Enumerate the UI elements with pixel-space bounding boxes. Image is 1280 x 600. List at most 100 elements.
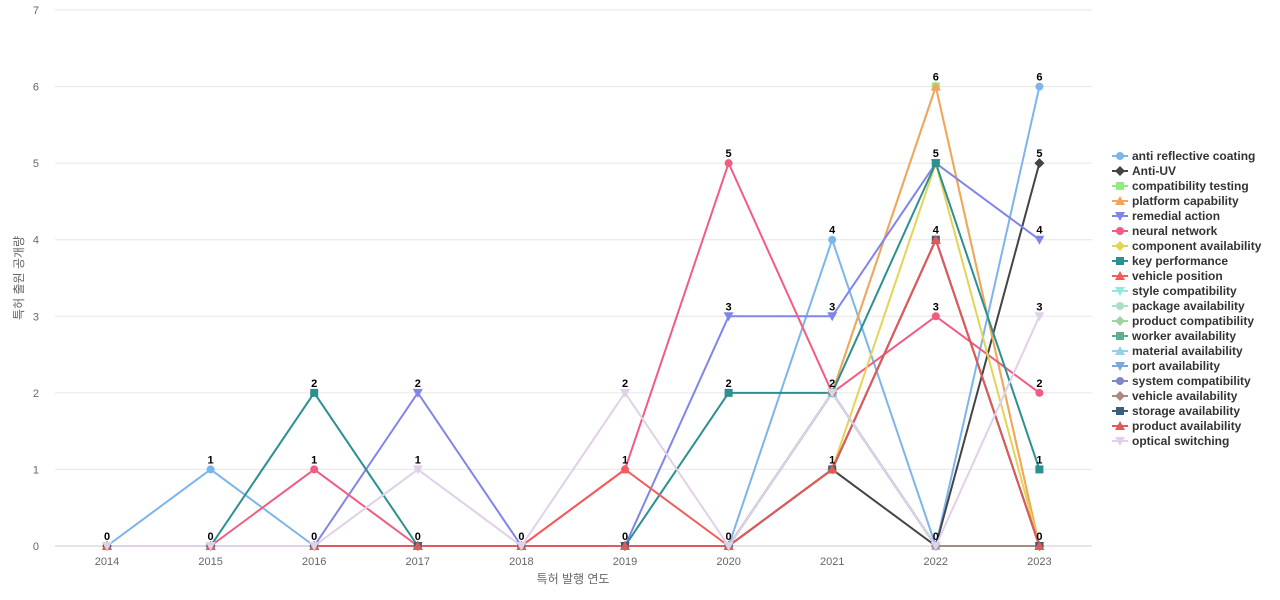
data-point bbox=[516, 542, 527, 551]
data-point bbox=[931, 159, 940, 168]
legend-label: vehicle position bbox=[1132, 269, 1223, 283]
data-point bbox=[724, 159, 733, 168]
x-tick-label: 2015 bbox=[198, 556, 222, 568]
y-tick-label: 0 bbox=[33, 541, 39, 553]
data-point bbox=[1035, 388, 1044, 397]
data-label: 0 bbox=[415, 531, 421, 543]
x-tick-label: 2017 bbox=[406, 556, 430, 568]
legend-swatch-marker bbox=[1116, 257, 1124, 265]
grid-lines bbox=[55, 9, 1092, 547]
data-label: 3 bbox=[1036, 301, 1042, 313]
legend-item[interactable]: vehicle availability bbox=[1112, 389, 1238, 403]
data-point bbox=[931, 312, 940, 321]
data-label: 1 bbox=[622, 454, 628, 466]
legend-swatch-marker bbox=[1116, 302, 1124, 310]
data-point bbox=[309, 542, 320, 551]
legend-item[interactable]: anti reflective coating bbox=[1112, 149, 1255, 163]
data-point bbox=[620, 388, 630, 398]
data-point bbox=[310, 388, 319, 397]
x-tick-label: 2023 bbox=[1027, 556, 1051, 568]
legend-swatch-marker bbox=[1116, 377, 1124, 385]
legend-item[interactable]: style compatibility bbox=[1112, 284, 1237, 298]
legend-item[interactable]: package availability bbox=[1112, 299, 1245, 313]
data-point bbox=[205, 542, 216, 551]
legend-swatch-marker bbox=[1115, 287, 1125, 296]
legend-item[interactable]: compatibility testing bbox=[1112, 179, 1249, 193]
legend-item[interactable]: component availability bbox=[1112, 239, 1262, 253]
legend-swatch-marker bbox=[1116, 227, 1124, 235]
data-label: 5 bbox=[1036, 148, 1042, 160]
legend-label: neural network bbox=[1132, 224, 1218, 238]
series-line bbox=[107, 162, 1041, 547]
data-label: 5 bbox=[726, 148, 732, 160]
data-point bbox=[723, 312, 734, 322]
data-point bbox=[412, 388, 423, 398]
data-point bbox=[102, 542, 112, 551]
legend-swatch-marker bbox=[1116, 407, 1124, 415]
series-lines bbox=[106, 85, 1041, 547]
data-point bbox=[930, 234, 941, 244]
data-point bbox=[620, 464, 630, 474]
legend-item[interactable]: optical switching bbox=[1112, 434, 1229, 448]
legend-item[interactable]: product compatibility bbox=[1112, 314, 1254, 328]
legend-swatch-marker bbox=[1115, 316, 1125, 326]
y-tick-label: 7 bbox=[33, 5, 39, 17]
data-labels: 0 1 0 2 1 0 2 1 0 0 2 1 0 5 3 2 0 4 3 2 1 6 5 4 3 0 6 5 4 3 2 1 0 bbox=[104, 72, 1043, 543]
legend-item[interactable]: platform capability bbox=[1112, 194, 1239, 208]
data-label: 2 bbox=[1036, 378, 1042, 390]
series-line bbox=[107, 315, 1041, 547]
data-label: 3 bbox=[726, 301, 732, 313]
y-tick-label: 1 bbox=[33, 464, 39, 476]
data-point bbox=[206, 465, 215, 474]
legend-swatch-marker bbox=[1115, 362, 1125, 371]
legend-item[interactable]: remedial action bbox=[1112, 209, 1220, 223]
data-point bbox=[412, 541, 423, 550]
legend-item[interactable]: worker availability bbox=[1112, 329, 1236, 343]
legend-label: key performance bbox=[1132, 254, 1228, 268]
data-point bbox=[723, 542, 734, 551]
legend-item[interactable]: storage availability bbox=[1112, 404, 1240, 418]
series-line bbox=[107, 162, 1041, 547]
x-tick-label: 2021 bbox=[820, 556, 844, 568]
legend-item[interactable]: product availability bbox=[1112, 419, 1242, 433]
y-axis: 0 1 2 3 4 5 6 7 bbox=[33, 5, 39, 553]
data-point bbox=[620, 541, 630, 550]
legend-label: storage availability bbox=[1132, 404, 1240, 418]
data-label: 4 bbox=[1036, 225, 1043, 237]
data-label: 1 bbox=[311, 454, 317, 466]
x-axis-title: 특허 발행 연도 bbox=[537, 571, 610, 586]
legend-item[interactable]: material availability bbox=[1112, 344, 1243, 358]
legend-label: worker availability bbox=[1131, 329, 1236, 343]
y-tick-label: 5 bbox=[33, 158, 39, 170]
legend-label: anti reflective coating bbox=[1132, 149, 1255, 163]
legend-item[interactable]: system compatibility bbox=[1112, 374, 1251, 388]
y-tick-label: 3 bbox=[33, 311, 39, 323]
data-label: 1 bbox=[415, 454, 421, 466]
data-point bbox=[724, 388, 733, 397]
data-point bbox=[1034, 312, 1045, 322]
x-tick-label: 2014 bbox=[95, 556, 119, 568]
data-label: 2 bbox=[726, 378, 732, 390]
legend-item[interactable]: vehicle position bbox=[1112, 269, 1223, 283]
data-label: 0 bbox=[1036, 531, 1042, 543]
legend-label: remedial action bbox=[1132, 209, 1220, 223]
legend-label: component availability bbox=[1132, 239, 1262, 253]
series-line bbox=[107, 162, 1041, 547]
data-point bbox=[930, 542, 941, 551]
y-tick-label: 2 bbox=[33, 388, 39, 400]
data-label: 0 bbox=[104, 531, 110, 543]
x-axis: 2014 2015 2016 2017 2018 2019 2020 2021 2022 2023 bbox=[95, 556, 1052, 568]
legend-item[interactable]: port availability bbox=[1112, 359, 1220, 373]
legend-item[interactable]: Anti-UV bbox=[1112, 164, 1176, 178]
x-tick-label: 2019 bbox=[613, 556, 637, 568]
legend-label: product compatibility bbox=[1132, 314, 1254, 328]
legend-swatch-marker bbox=[1115, 391, 1125, 401]
legend-swatch-marker bbox=[1115, 346, 1125, 355]
legend-item[interactable]: key performance bbox=[1112, 254, 1228, 268]
data-label: 2 bbox=[415, 378, 421, 390]
legend-label: package availability bbox=[1132, 299, 1245, 313]
legend-item[interactable]: neural network bbox=[1112, 224, 1218, 238]
data-label: 3 bbox=[829, 301, 835, 313]
data-label: 4 bbox=[933, 225, 940, 237]
